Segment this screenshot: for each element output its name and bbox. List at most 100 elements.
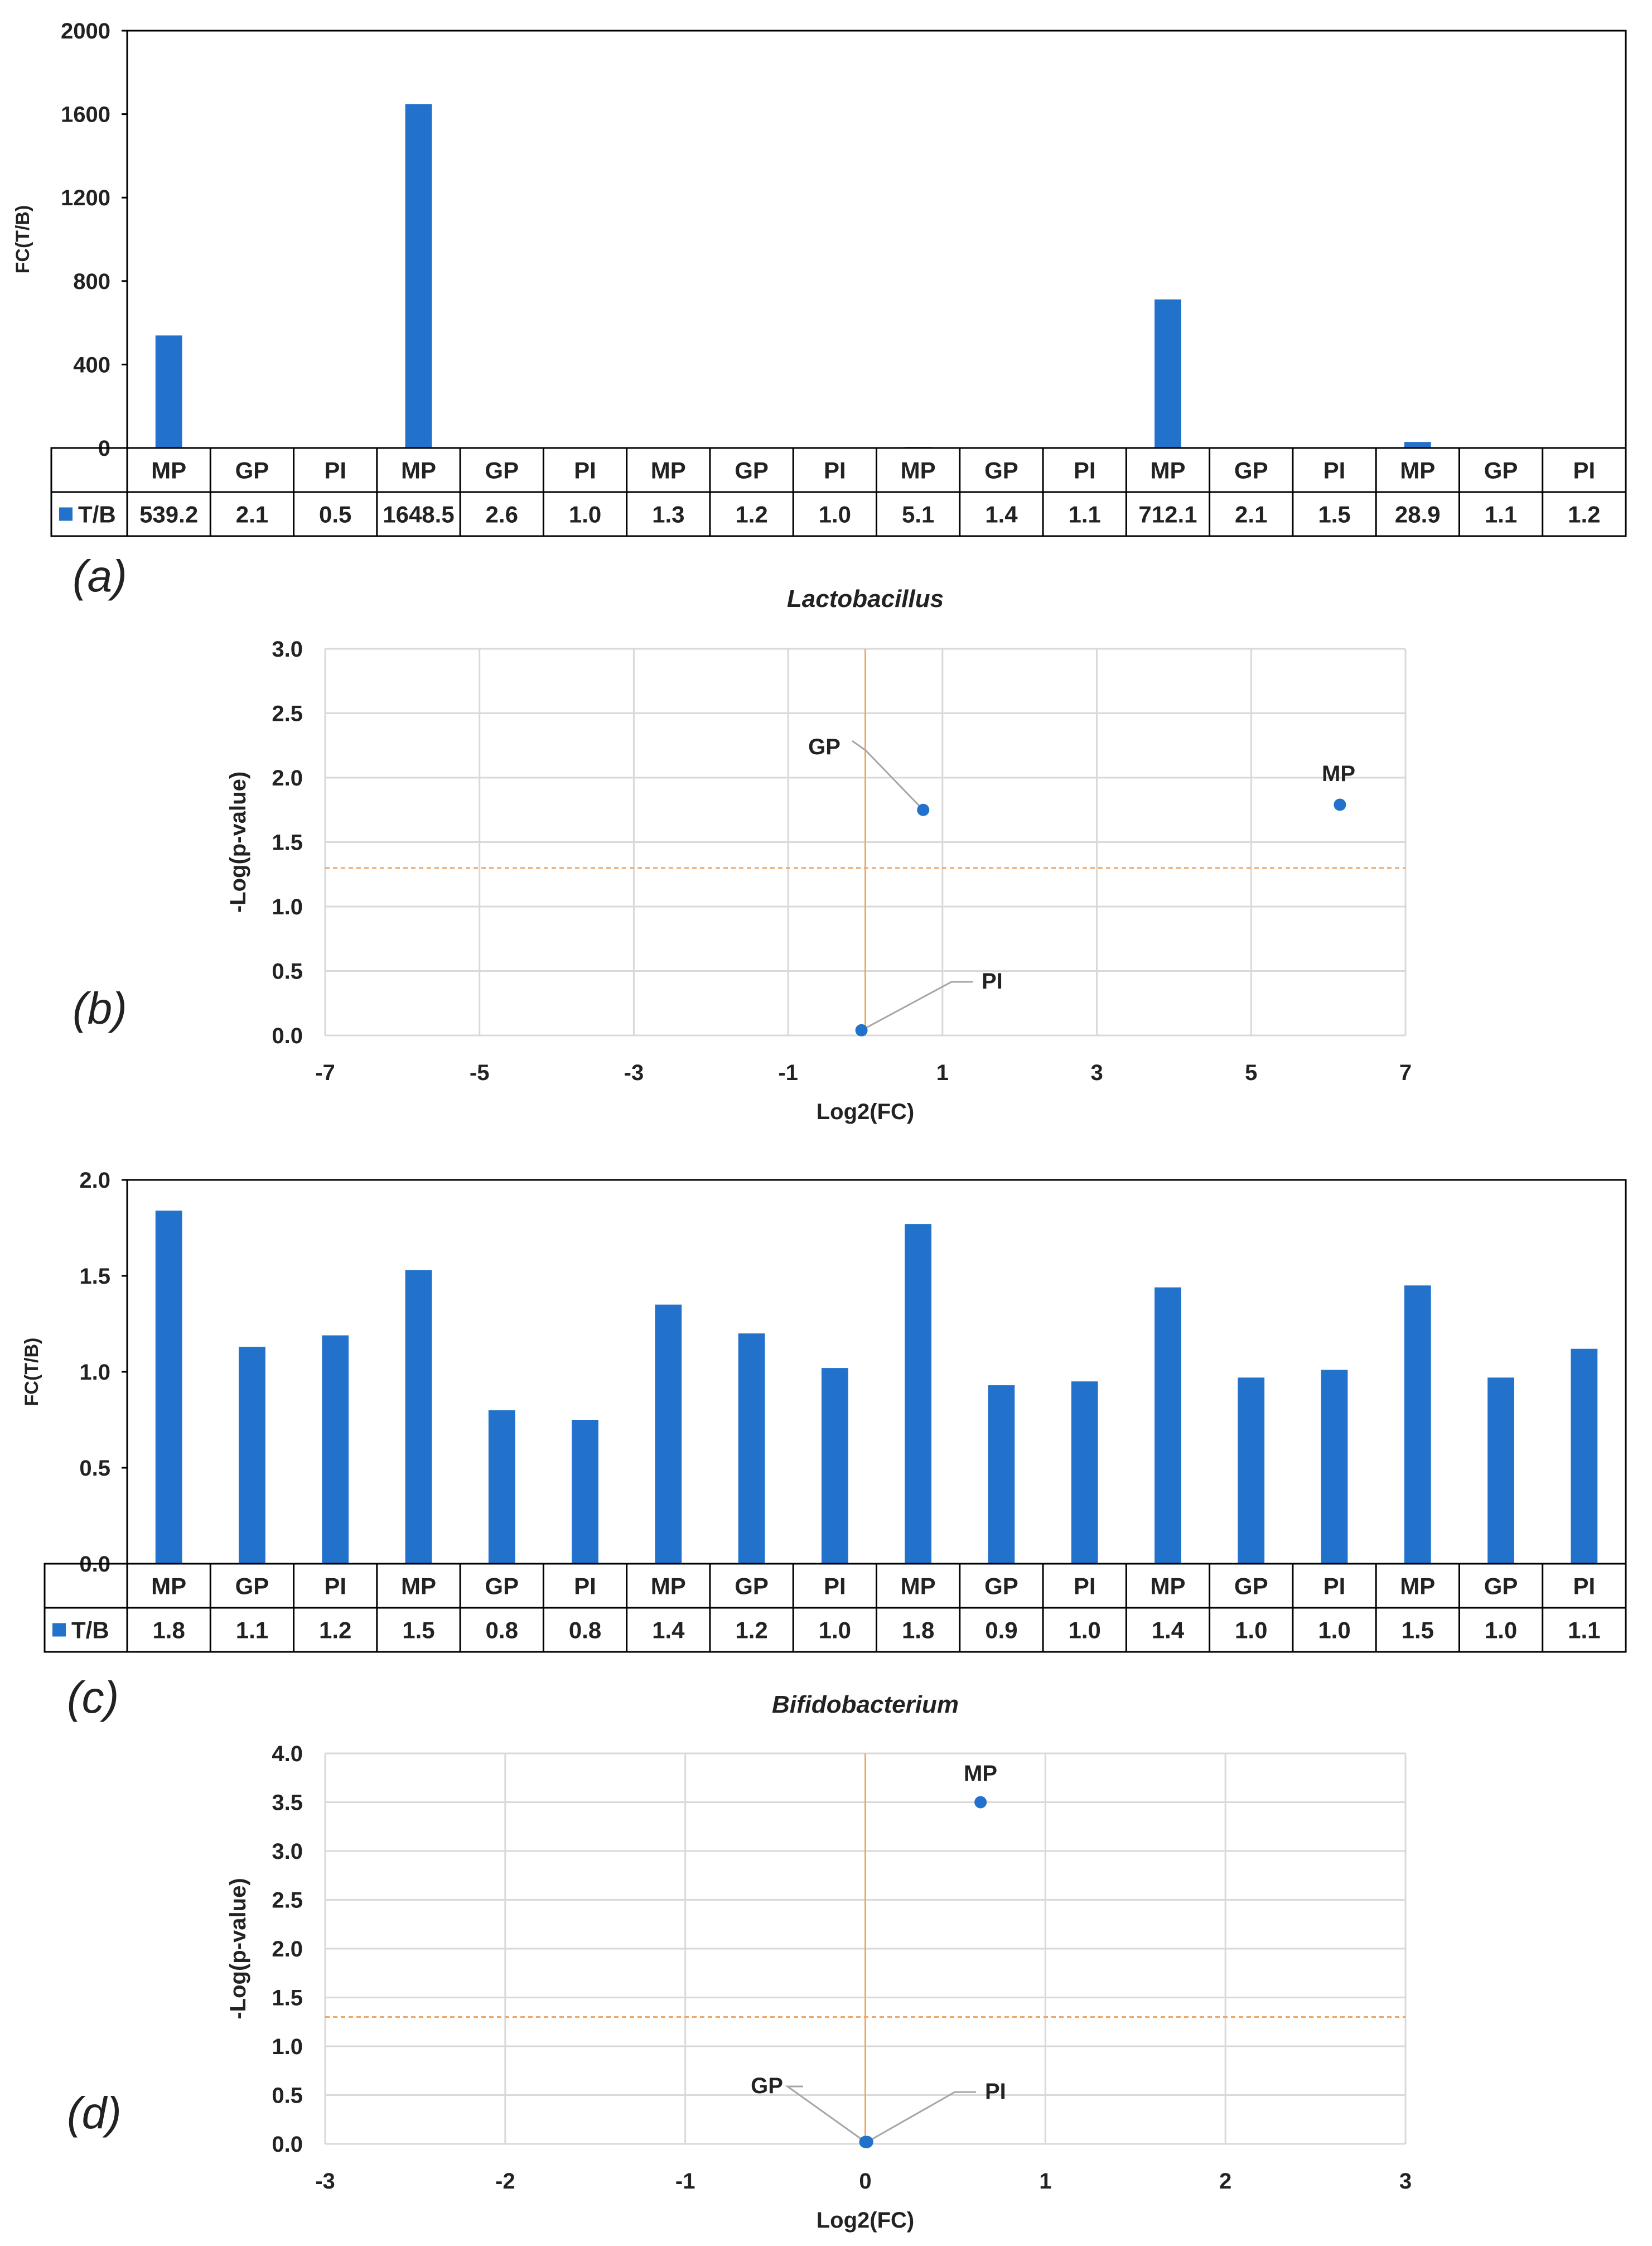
data-point <box>917 803 930 816</box>
data-label: 1.0 <box>819 1617 851 1643</box>
y-tick-label: 400 <box>73 353 110 377</box>
category-label: GP <box>1484 1573 1518 1599</box>
category-label: PI <box>1573 457 1596 484</box>
y-tick-label: 2.5 <box>272 702 303 726</box>
panel-label-a: (a) <box>73 551 127 601</box>
bar <box>1571 1348 1598 1564</box>
category-label: GP <box>735 1573 769 1599</box>
point-label: GP <box>808 735 841 759</box>
category-label: GP <box>1234 457 1268 484</box>
category-label: PI <box>824 457 846 484</box>
volcano-plot-bifidobacterium: Bifidobacterium 0.0 0.5 1.0 1.5 2.0 2.5 3.0 3.5 4… <box>226 1691 1412 2233</box>
legend-label: T/B <box>78 502 116 528</box>
data-point <box>974 1796 987 1809</box>
category-label: PI <box>574 1573 596 1599</box>
bar <box>1321 1370 1348 1564</box>
x-tick-label: 3 <box>1399 2169 1412 2194</box>
data-label: 1.5 <box>1402 1617 1434 1643</box>
category-label: PI <box>324 457 346 484</box>
category-label: PI <box>1074 457 1096 484</box>
category-label: MP <box>651 1573 686 1599</box>
data-label: 1.0 <box>819 502 851 528</box>
data-point <box>855 1024 868 1037</box>
data-label: 1.1 <box>236 1617 268 1643</box>
category-label: GP <box>485 1573 519 1599</box>
x-tick-label: 1 <box>1039 2169 1051 2194</box>
category-label: MP <box>1400 1573 1435 1599</box>
category-label: PI <box>824 1573 846 1599</box>
bar <box>1487 1377 1514 1564</box>
category-label: PI <box>1323 457 1346 484</box>
leader-line <box>785 2085 866 2143</box>
y-axis-title: FC(T/B) <box>12 205 33 274</box>
leader-line <box>866 2091 976 2143</box>
bar <box>405 104 432 448</box>
x-tick-label: -3 <box>624 1061 644 1085</box>
data-label: 1.5 <box>1318 502 1350 528</box>
category-label: PI <box>1323 1573 1346 1599</box>
x-tick-label: -7 <box>315 1061 335 1085</box>
y-tick-label: 800 <box>73 269 110 294</box>
y-tick-label: 0.5 <box>79 1456 110 1481</box>
category-label: PI <box>324 1573 346 1599</box>
y-tick-label: 4.0 <box>272 1742 303 1766</box>
data-label: 1.2 <box>735 1617 767 1643</box>
bar <box>1238 1377 1265 1564</box>
bar <box>405 1270 432 1564</box>
y-tick-label: 1600 <box>61 103 110 127</box>
data-label: 1.2 <box>319 1617 351 1643</box>
category-label: MP <box>401 457 436 484</box>
data-label: 1648.5 <box>383 502 454 528</box>
y-axis-title: FC(T/B) <box>21 1338 42 1406</box>
panel-label-c: (c) <box>67 1673 119 1722</box>
bar <box>1404 442 1431 448</box>
bar-chart-a: 0400800120016002000FC(T/B)MP539.2GP2.1PI… <box>12 19 1627 537</box>
category-label: GP <box>735 457 769 484</box>
data-label: 1.2 <box>1568 502 1600 528</box>
y-tick-label: 1.5 <box>79 1264 110 1289</box>
data-label: 712.1 <box>1138 502 1197 528</box>
data-label: 2.1 <box>236 502 268 528</box>
y-axis-title: -Log(p-value) <box>226 772 250 913</box>
plot-area <box>126 30 1627 449</box>
data-label: 0.9 <box>985 1617 1017 1643</box>
y-tick-label: 1.0 <box>272 895 303 919</box>
point-label: PI <box>982 969 1003 994</box>
x-tick-label: 0 <box>859 2169 871 2194</box>
data-point <box>861 2136 873 2148</box>
data-label: 1.1 <box>1568 1617 1600 1643</box>
point-label: GP <box>751 2074 783 2098</box>
data-label: 1.0 <box>569 502 601 528</box>
x-tick-label: -2 <box>495 2169 515 2194</box>
x-tick-label: 2 <box>1219 2169 1231 2194</box>
data-label: 1.1 <box>1068 502 1100 528</box>
x-tick-label: -3 <box>315 2169 335 2194</box>
data-label: 1.8 <box>152 1617 185 1643</box>
y-tick-label: 2.5 <box>272 1888 303 1913</box>
x-tick-label: -1 <box>778 1061 798 1085</box>
y-tick-label: 0.5 <box>272 2084 303 2108</box>
y-tick-label: 0.0 <box>272 1024 303 1048</box>
y-tick-label: 0.5 <box>272 960 303 984</box>
category-label: MP <box>1150 457 1185 484</box>
category-label: GP <box>984 1573 1018 1599</box>
data-label: 1.4 <box>652 1617 685 1643</box>
chart-title: Bifidobacterium <box>772 1691 959 1718</box>
category-label: MP <box>1400 457 1435 484</box>
panel-label-b: (b) <box>73 984 127 1033</box>
data-point <box>1334 798 1346 811</box>
point-label: PI <box>985 2079 1006 2104</box>
bar <box>1071 1381 1098 1564</box>
data-label: 1.8 <box>902 1617 934 1643</box>
data-label: 1.0 <box>1068 1617 1100 1643</box>
leader-line <box>861 981 973 1032</box>
category-label: MP <box>151 1573 186 1599</box>
category-label: GP <box>235 1573 269 1599</box>
x-tick-label: 3 <box>1090 1061 1103 1085</box>
category-label: GP <box>1234 1573 1268 1599</box>
data-label: 1.0 <box>1235 1617 1267 1643</box>
y-tick-label: 2.0 <box>272 1937 303 1961</box>
category-label: PI <box>574 457 596 484</box>
y-tick-label: 3.5 <box>272 1791 303 1815</box>
bar <box>572 1420 598 1564</box>
